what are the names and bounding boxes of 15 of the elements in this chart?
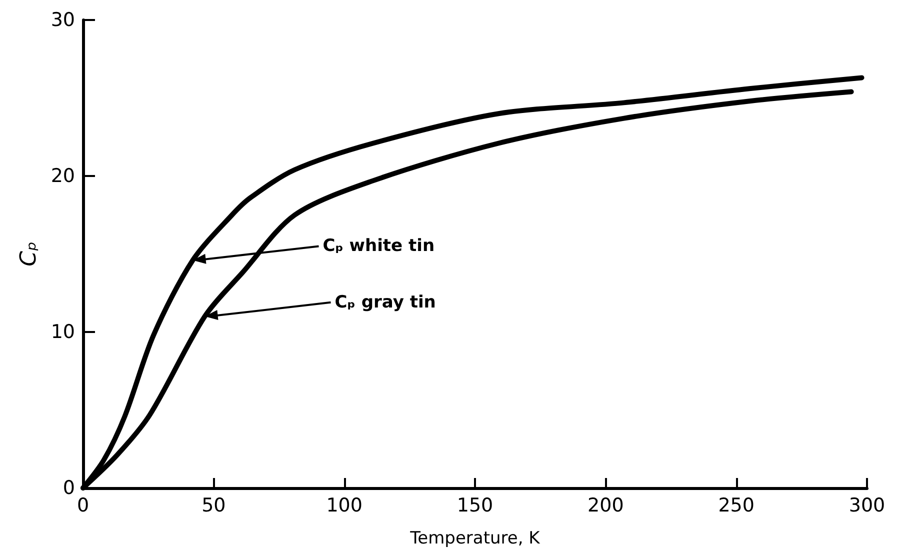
annotation: Cₚ white tin — [322, 236, 435, 256]
y-tick-label: 0 — [62, 477, 75, 499]
x-tick-label: 250 — [718, 494, 754, 516]
x-tick-label: 150 — [456, 494, 494, 516]
y-axis-title: Cₚ — [16, 242, 42, 266]
y-tick-label: 10 — [50, 321, 75, 343]
x-axis-title: Temperature, K — [409, 528, 541, 548]
x-tick-label: 200 — [588, 494, 624, 516]
y-tick-label: 30 — [50, 9, 75, 31]
x-tick-label: 0 — [76, 494, 90, 516]
annotation: Cₚ gray tin — [334, 292, 436, 312]
x-tick-label: 50 — [202, 494, 226, 516]
y-tick-label: 20 — [50, 165, 75, 187]
x-tick-label: 100 — [326, 494, 362, 516]
x-tick-label: 300 — [848, 494, 886, 516]
